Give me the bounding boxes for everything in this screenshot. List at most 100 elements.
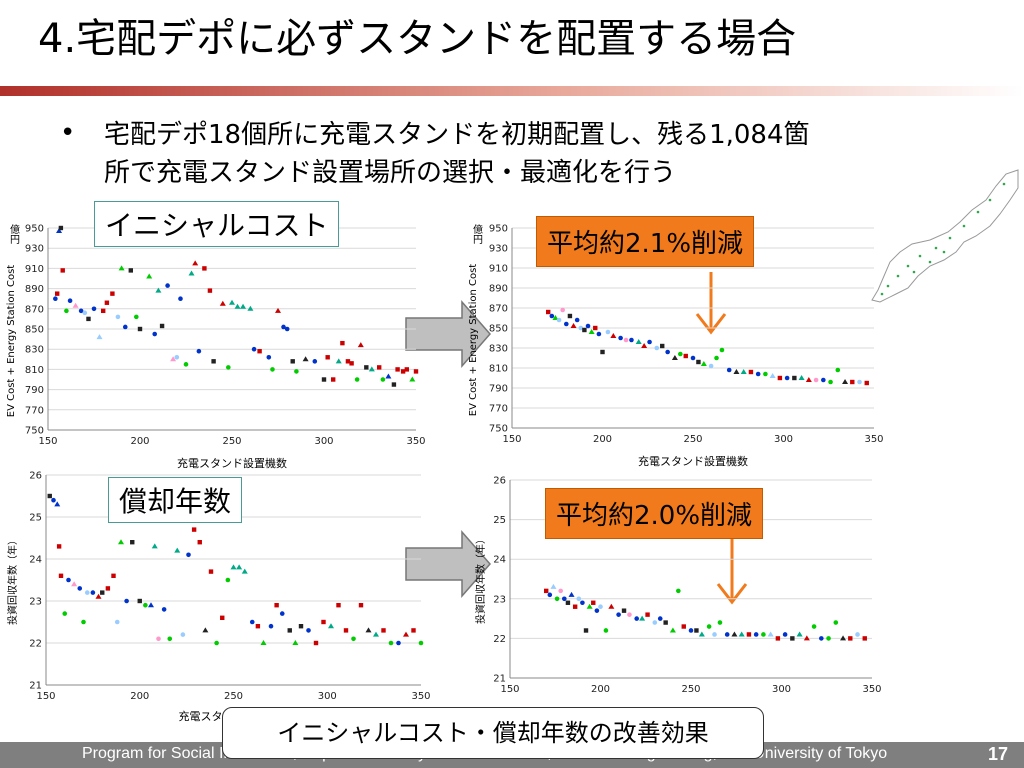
data-point (161, 607, 167, 612)
data-point (90, 590, 96, 595)
data-point (186, 552, 191, 558)
data-point (738, 631, 745, 637)
data-point (180, 632, 186, 637)
data-point (784, 375, 790, 381)
data-point (55, 291, 60, 296)
data-point (354, 377, 360, 382)
data-point (413, 369, 419, 374)
data-point (585, 323, 591, 329)
y-tick-label: 26 (493, 476, 506, 487)
y-tick-label: 24 (493, 555, 506, 566)
data-point (279, 611, 285, 616)
y-tick-label: 850 (489, 324, 508, 335)
data-point (683, 353, 688, 359)
data-point (570, 323, 577, 328)
data-point (343, 628, 349, 633)
x-axis-label: 充電スタンド設置機数 (177, 456, 287, 470)
y-tick-label: 770 (25, 405, 44, 416)
data-point (719, 347, 725, 353)
data-point (775, 636, 781, 641)
data-point (100, 590, 105, 595)
data-point (578, 325, 584, 331)
y-tick-label: 23 (29, 597, 42, 608)
data-point (835, 367, 841, 373)
data-point (111, 573, 116, 578)
data-point (593, 325, 598, 331)
data-point (404, 367, 409, 372)
data-point (77, 586, 83, 591)
data-point (647, 339, 652, 345)
data-point (805, 377, 812, 382)
data-point (608, 603, 615, 609)
data-point (635, 339, 642, 344)
data-point (321, 619, 326, 625)
data-point (287, 628, 292, 633)
title-underline (0, 86, 1024, 96)
data-point (230, 564, 237, 570)
okinawa-map-image (871, 169, 1019, 303)
data-point (409, 376, 416, 382)
data-point (137, 598, 142, 604)
y-tick-label: 770 (489, 404, 508, 415)
data-point (95, 593, 102, 599)
data-point (84, 590, 90, 595)
data-point (391, 382, 397, 387)
y-tick-label: 750 (25, 426, 44, 437)
data-point (202, 627, 209, 633)
data-point (148, 602, 154, 608)
data-point (629, 337, 634, 343)
data-point (165, 283, 170, 288)
data-point (340, 340, 345, 346)
y-tick-label: 930 (489, 244, 508, 255)
data-point (56, 544, 62, 549)
data-point (694, 628, 699, 633)
data-point (191, 527, 197, 532)
data-point (249, 619, 255, 625)
data-point (605, 329, 611, 335)
data-point (660, 343, 665, 349)
data-point (546, 309, 551, 315)
data-point (174, 547, 181, 553)
data-point (813, 377, 819, 383)
data-point (580, 600, 585, 606)
y-axis-label: EV Cost + Energy Station Cost (468, 264, 479, 417)
x-tick-label: 150 (38, 436, 57, 447)
data-point (562, 596, 567, 602)
cost-reduction-callout: 平均約2.1%削減 (536, 216, 755, 267)
data-point (151, 543, 158, 549)
data-point (207, 288, 213, 293)
x-tick-label: 200 (130, 436, 149, 447)
data-point (240, 303, 247, 309)
data-point (588, 329, 595, 334)
data-point (302, 356, 309, 362)
right-arrow-icon (405, 300, 491, 368)
x-axis-label: 充電スタンド設置機数 (638, 454, 748, 468)
y-tick-label: 890 (25, 284, 44, 295)
bullet-line-1: 宅配デポ18個所に充電スタンドを初期配置し、残る1,084箇 (104, 120, 810, 150)
data-point (143, 602, 148, 608)
data-point (197, 540, 202, 545)
data-point (556, 317, 562, 323)
data-point (266, 354, 272, 360)
data-point (396, 640, 401, 646)
data-point (60, 268, 65, 273)
y-tick-label: 25 (29, 513, 42, 524)
data-point (156, 636, 161, 642)
data-point (706, 624, 712, 629)
data-point (66, 577, 71, 583)
data-point (598, 604, 603, 610)
chart-payback_after: 21 22 23 24 25 26 150 200 250 300 350 投資回収年数（年） (474, 476, 882, 696)
data-point (552, 315, 559, 320)
data-point (558, 588, 563, 594)
data-point (211, 359, 216, 364)
data-point (583, 628, 589, 633)
right-arrow-icon (405, 530, 491, 598)
y-tick-label: 22 (493, 634, 506, 645)
data-point (618, 335, 623, 341)
data-point (373, 631, 379, 637)
data-point (118, 539, 124, 545)
y-tick-label: 790 (25, 385, 44, 396)
data-point (368, 366, 375, 372)
data-point (565, 600, 571, 605)
y-tick-label: 21 (29, 681, 42, 692)
